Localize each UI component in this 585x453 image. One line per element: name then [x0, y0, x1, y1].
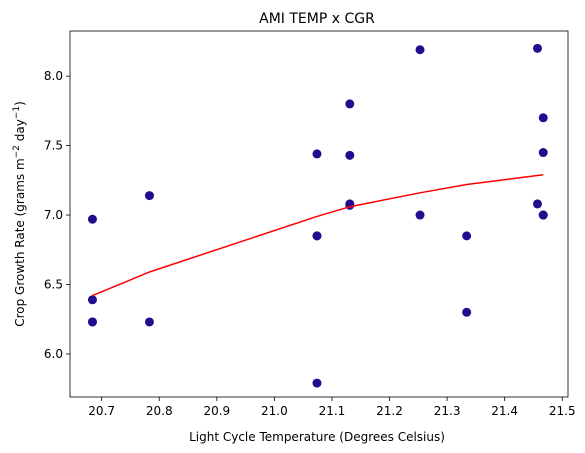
scatter-point — [144, 191, 154, 201]
scatter-point — [312, 378, 322, 388]
scatter-point — [462, 231, 472, 241]
scatter-point — [87, 295, 97, 305]
x-axis-ticks: 20.7 20.8 20.9 21.0 21.1 21.2 21.3 21.4 21.5 — [88, 397, 576, 418]
y-tick-label: 8.0 — [44, 69, 63, 83]
plot-area: 20.7 20.8 20.9 21.0 21.1 21.2 21.3 21.4 21.5 6.0… — [44, 30, 576, 418]
x-tick-label: 20.7 — [88, 404, 115, 418]
x-tick-label: 20.8 — [146, 404, 173, 418]
y-tick-label: 7.5 — [44, 139, 63, 153]
y-axis-ticks: 6.0 6.5 7.0 7.5 8.0 — [44, 69, 70, 361]
scatter-point — [415, 210, 425, 220]
scatter-point — [538, 113, 548, 123]
y-axis-label-exponent: −2 — [12, 145, 22, 158]
y-tick-label: 7.0 — [44, 208, 63, 222]
y-axis-label-exponent: −1 — [12, 106, 22, 119]
x-tick-label: 21.3 — [434, 404, 461, 418]
scatter-point — [462, 307, 472, 317]
scatter-point — [345, 99, 355, 109]
x-tick-label: 21.1 — [319, 404, 346, 418]
x-axis-label: Light Cycle Temperature (Degrees Celsius… — [189, 430, 445, 444]
y-axis-label: Crop Growth Rate (grams m−2 day−1) — [12, 101, 27, 327]
scatter-point — [345, 200, 355, 210]
scatter-point — [415, 45, 425, 55]
y-tick-label: 6.0 — [44, 347, 63, 361]
trend-line — [92, 174, 544, 297]
scatter-point — [312, 149, 322, 159]
y-tick-label: 6.5 — [44, 277, 63, 291]
scatter-point — [532, 43, 542, 53]
scatter-point — [538, 210, 548, 220]
scatter-point — [538, 148, 548, 158]
x-tick-label: 21.5 — [549, 404, 576, 418]
y-axis-label-part: day — [13, 119, 27, 145]
plot-frame — [69, 30, 569, 398]
scatter-point — [312, 231, 322, 241]
scatter-point — [532, 199, 542, 209]
x-tick-label: 20.9 — [203, 404, 230, 418]
y-axis-label-part: Crop Growth Rate (grams m — [13, 158, 27, 326]
scatter-point — [144, 317, 154, 327]
scatter-point — [87, 317, 97, 327]
scatter-point — [87, 214, 97, 224]
x-tick-label: 21.0 — [261, 404, 288, 418]
x-tick-label: 21.4 — [491, 404, 518, 418]
y-axis-label-part: ) — [13, 101, 27, 106]
chart-title: AMI TEMP x CGR — [259, 11, 375, 27]
scatter-point — [345, 150, 355, 160]
x-tick-label: 21.2 — [376, 404, 403, 418]
